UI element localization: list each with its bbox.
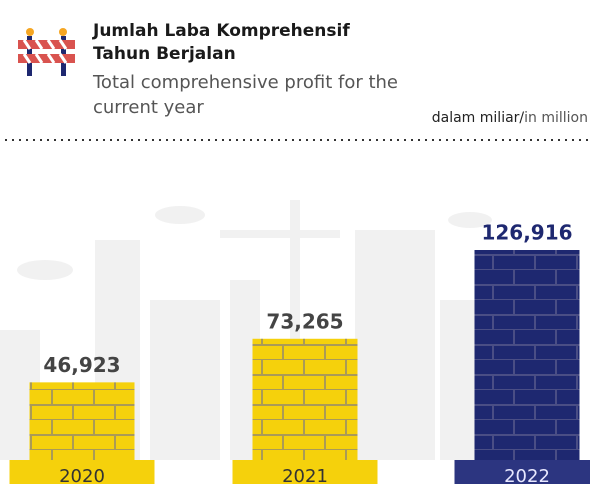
x-tick-label: 2021 (282, 466, 328, 484)
barrier-icon (18, 28, 75, 76)
unit-note: dalam miliar/in million (432, 110, 588, 126)
value-label: 126,916 (481, 221, 572, 245)
chart-subtitle: Total comprehensive profit for the curre… (93, 70, 423, 120)
x-tick-label: 2020 (59, 466, 105, 484)
brick-texture (30, 382, 135, 460)
brick-texture (253, 339, 358, 460)
infographic: 2020 46,923 2021 73,265 2022 126,916 Jumlah L… (0, 0, 590, 484)
unit-local: dalam miliar/ (432, 110, 524, 126)
value-label: 73,265 (266, 309, 343, 333)
x-tick-label: 2022 (504, 466, 550, 484)
chart-title: Jumlah Laba Komprehensif Tahun Berjalan (93, 20, 403, 66)
unit-english: in million (524, 110, 588, 126)
brick-texture (475, 250, 580, 460)
value-label: 46,923 (43, 353, 120, 377)
header: Jumlah Laba Komprehensif Tahun Berjalan … (93, 20, 423, 120)
